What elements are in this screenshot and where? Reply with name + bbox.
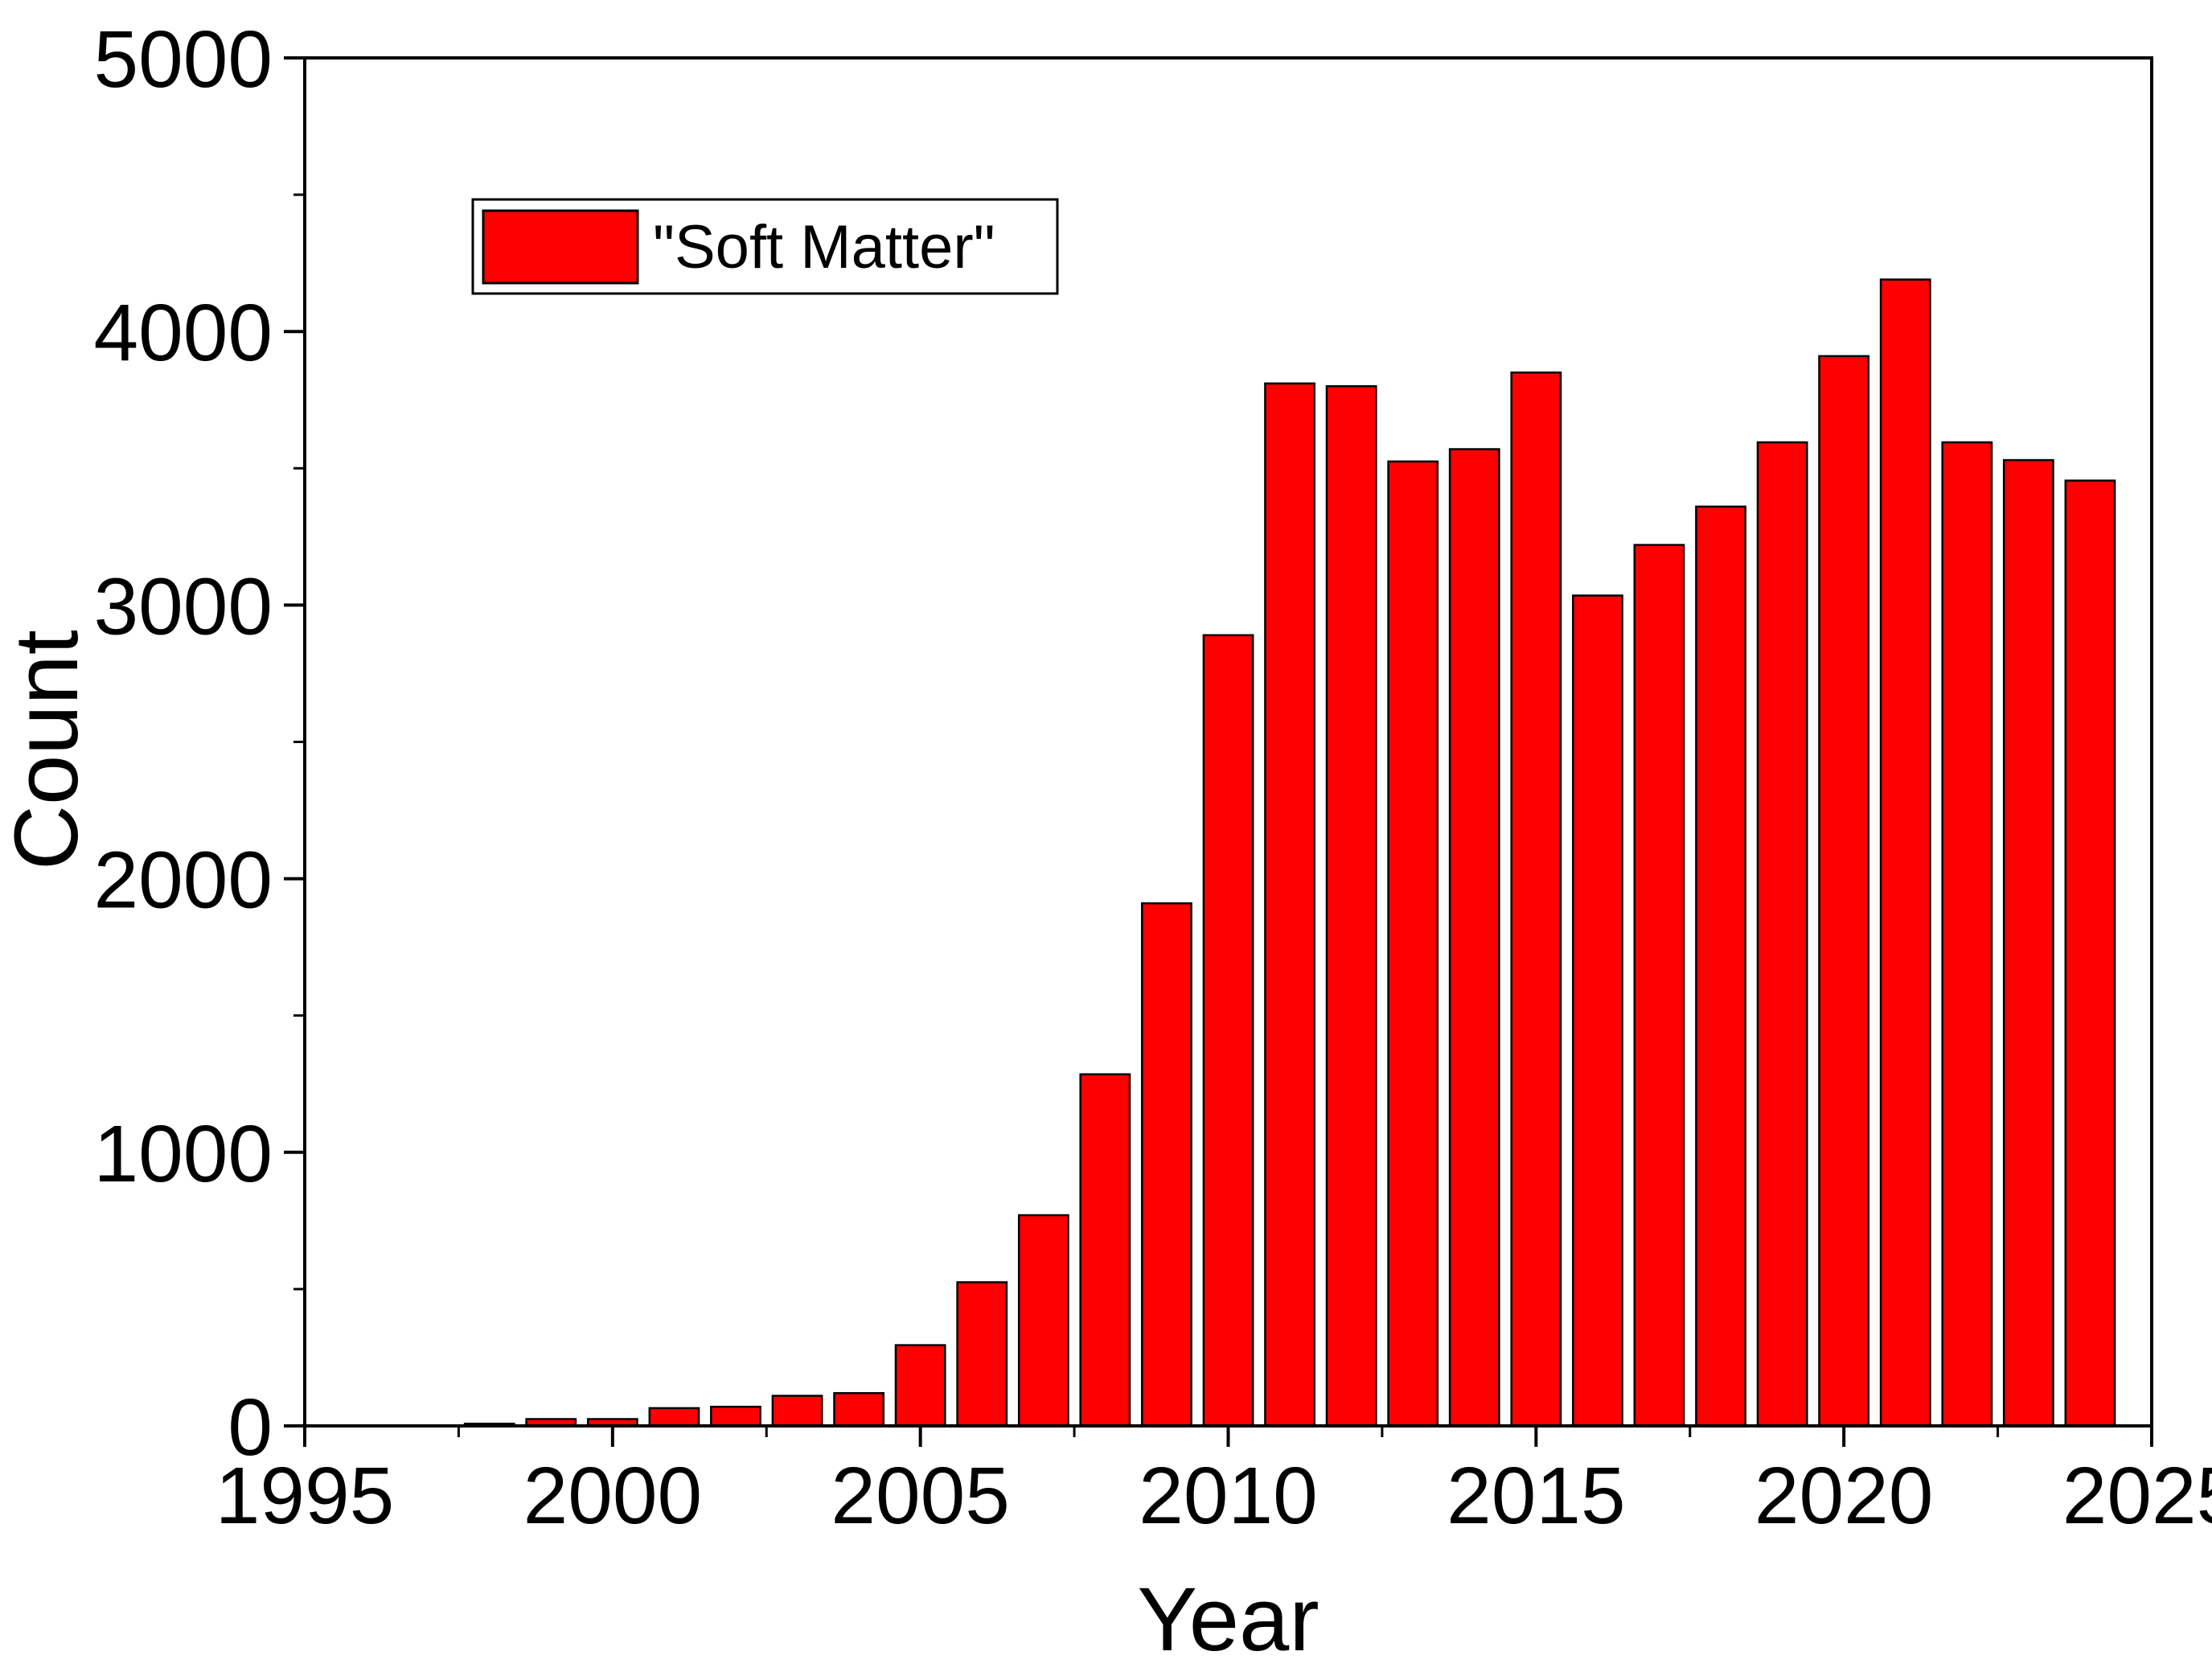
y-tick-label: 2000 — [94, 836, 273, 926]
bar-2011 — [1264, 382, 1315, 1428]
bar-2023 — [2002, 458, 2054, 1428]
legend-label: "Soft Matter" — [653, 213, 995, 281]
bar-2002 — [710, 1405, 761, 1428]
bar-2018 — [1695, 505, 1746, 1428]
y-tick-label: 5000 — [94, 14, 273, 105]
tick-labels-layer: 1995 2000 2005 2010 2015 2020 2025 0 1000 2000 300… — [94, 14, 2212, 1541]
bar-2006 — [956, 1281, 1008, 1428]
bar-2009 — [1141, 902, 1192, 1428]
x-tick-label: 2020 — [1754, 1451, 1933, 1541]
bar-2021 — [1879, 278, 1931, 1428]
bar-2007 — [1017, 1214, 1069, 1428]
x-tick-label: 2010 — [1139, 1451, 1317, 1541]
x-tick-label: 2015 — [1447, 1451, 1625, 1541]
y-tick-label: 0 — [228, 1382, 273, 1473]
bar-2014 — [1448, 448, 1500, 1428]
bar-2012 — [1325, 384, 1377, 1428]
x-axis-title: Year — [1137, 1569, 1319, 1670]
legend-swatch — [482, 209, 639, 285]
bars-layer — [463, 278, 2116, 1428]
bar-2015 — [1510, 371, 1562, 1428]
bar-2022 — [1941, 441, 1993, 1428]
x-tick-label: 2005 — [831, 1451, 1009, 1541]
bar-2017 — [1633, 544, 1685, 1428]
y-tick-label: 4000 — [94, 288, 273, 378]
y-tick-label: 3000 — [94, 561, 273, 651]
bar-2003 — [771, 1395, 823, 1428]
bar-2001 — [648, 1407, 700, 1428]
bar-2004 — [833, 1391, 885, 1428]
y-tick-label: 1000 — [94, 1109, 273, 1199]
y-axis-title: Count — [0, 630, 96, 870]
bar-2024 — [2064, 479, 2116, 1428]
bar-2019 — [1756, 441, 1808, 1428]
x-tick-label: 1995 — [215, 1451, 394, 1541]
bar-2013 — [1387, 460, 1439, 1428]
bar-2005 — [894, 1344, 946, 1428]
bar-2008 — [1079, 1073, 1131, 1428]
x-tick-label: 2000 — [523, 1451, 702, 1541]
legend: "Soft Matter" — [471, 198, 1059, 295]
ticks-layer — [284, 56, 2153, 1447]
bar-2020 — [1818, 355, 1870, 1428]
bar-2016 — [1572, 594, 1623, 1428]
bar-2010 — [1202, 634, 1254, 1428]
x-tick-label: 2025 — [2062, 1451, 2212, 1541]
